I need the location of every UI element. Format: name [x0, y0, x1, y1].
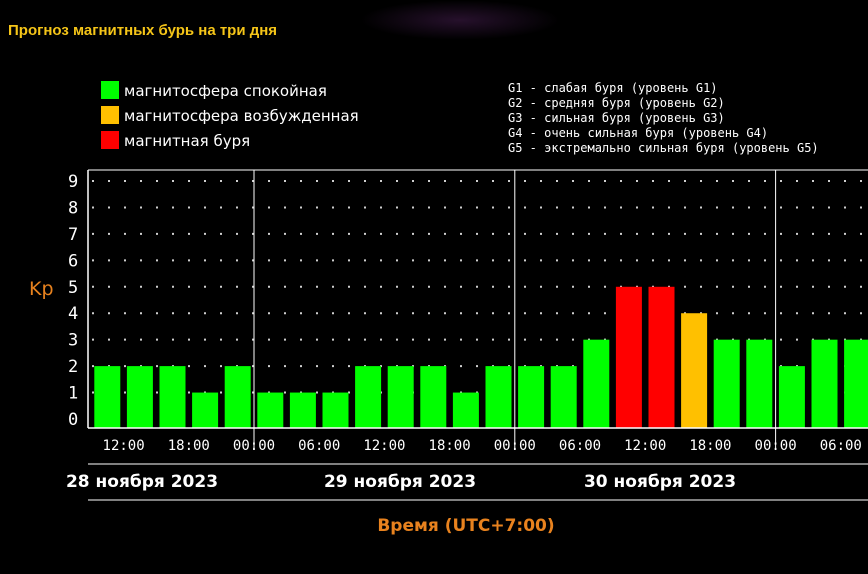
date-labels: 28 ноября 2023 29 ноября 2023 30 ноября 20…: [66, 472, 736, 492]
x-tick-label: 06:00: [559, 438, 601, 454]
x-axis-label: Время (UTC+7:00): [377, 516, 554, 536]
y-tick-label: 9: [68, 172, 78, 192]
bar: [159, 366, 186, 428]
x-tick-label: 18:00: [168, 438, 210, 454]
g-level-3: G3 - сильная буря (уровень G3): [508, 111, 725, 125]
bar: [681, 313, 708, 428]
bar: [224, 366, 251, 428]
bar: [648, 286, 675, 428]
date-label: 30 ноября 2023: [584, 472, 736, 492]
g-level-legend: G1 - слабая буря (уровень G1) G2 - средн…: [508, 81, 819, 155]
bar: [257, 392, 284, 428]
y-tick-label: 0: [68, 410, 78, 430]
bar: [355, 366, 382, 428]
bar: [844, 339, 868, 428]
legend: магнитосфера спокойная магнитосфера возб…: [101, 81, 359, 150]
y-tick-label: 3: [68, 331, 78, 351]
x-tick-label: 00:00: [755, 438, 797, 454]
bar: [420, 366, 447, 428]
x-tick-labels: 12:00 18:00 00:00 06:00 12:00 18:00 00:00 06:00…: [103, 438, 862, 454]
legend-label-storm: магнитная буря: [124, 132, 250, 150]
y-tick-labels: 0 1 2 3 4 5 6 7 8 9: [68, 172, 78, 430]
page-title: Прогноз магнитных бурь на три дня: [8, 22, 278, 39]
bars: [94, 286, 868, 428]
g-level-5: G5 - экстремально сильная буря (уровень …: [508, 141, 819, 155]
y-tick-label: 5: [68, 278, 78, 298]
bar: [94, 366, 121, 428]
y-tick-label: 6: [68, 251, 78, 271]
legend-label-quiet: магнитосфера спокойная: [124, 82, 327, 100]
y-tick-label: 2: [68, 357, 78, 377]
bar: [713, 339, 740, 428]
x-tick-label: 18:00: [689, 438, 731, 454]
bar: [518, 366, 545, 428]
axes: [87, 169, 868, 501]
x-tick-label: 12:00: [103, 438, 145, 454]
bar: [778, 366, 805, 428]
y-tick-label: 8: [68, 198, 78, 218]
x-tick-label: 12:00: [363, 438, 405, 454]
bar: [485, 366, 512, 428]
bar: [126, 366, 153, 428]
g-level-4: G4 - очень сильная буря (уровень G4): [508, 126, 768, 140]
bar: [550, 366, 577, 428]
date-label: 29 ноября 2023: [324, 472, 476, 492]
x-tick-label: 00:00: [494, 438, 536, 454]
bar: [746, 339, 773, 428]
x-tick-label: 18:00: [429, 438, 471, 454]
y-tick-label: 1: [68, 384, 78, 404]
g-level-1: G1 - слабая буря (уровень G1): [508, 81, 718, 95]
bar: [452, 392, 479, 428]
bar: [615, 286, 642, 428]
bar: [811, 339, 838, 428]
bar: [583, 339, 610, 428]
legend-swatch-excited: [101, 106, 119, 124]
x-tick-label: 06:00: [298, 438, 340, 454]
legend-swatch-quiet: [101, 81, 119, 99]
bar: [387, 366, 414, 428]
y-axis-label: Kp: [29, 278, 54, 300]
date-label: 28 ноября 2023: [66, 472, 218, 492]
legend-label-excited: магнитосфера возбужденная: [124, 107, 359, 125]
bar: [192, 392, 219, 428]
grid: [92, 170, 868, 450]
x-tick-label: 12:00: [624, 438, 666, 454]
header-glow: [360, 0, 560, 40]
y-tick-label: 4: [68, 304, 78, 324]
y-tick-label: 7: [68, 225, 78, 245]
bar: [322, 392, 349, 428]
legend-swatch-storm: [101, 131, 119, 149]
x-tick-label: 00:00: [233, 438, 275, 454]
g-level-2: G2 - средняя буря (уровень G2): [508, 96, 725, 110]
bar: [289, 392, 316, 428]
x-tick-label: 06:00: [820, 438, 862, 454]
